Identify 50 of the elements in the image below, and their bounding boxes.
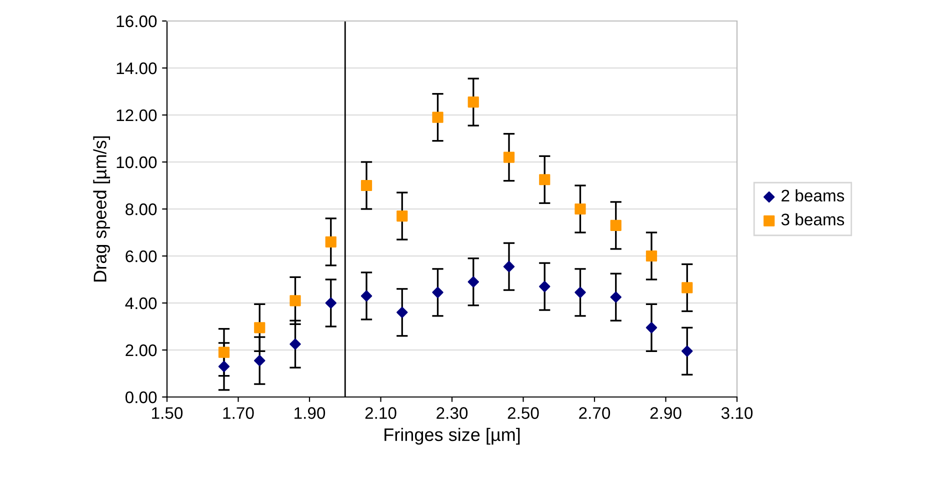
point (503, 260, 515, 272)
point (432, 286, 444, 298)
point (682, 346, 693, 357)
x-tick-label: 2.10 (365, 407, 396, 419)
point (682, 282, 693, 294)
point (325, 236, 336, 248)
point (432, 112, 444, 123)
point (574, 286, 586, 298)
point (254, 354, 266, 366)
point (360, 180, 372, 192)
legend-label: 2 beams (782, 189, 844, 202)
point (218, 360, 230, 372)
x-tick-label: 1.70 (223, 407, 254, 419)
point (218, 346, 230, 358)
point (360, 290, 372, 302)
y-tick-label: 14.00 (116, 62, 157, 74)
point (574, 203, 586, 215)
point (396, 306, 408, 318)
x-tick-label: 2.90 (650, 407, 682, 419)
y-tick-label: 8.00 (126, 203, 157, 216)
x-axis-title: Fringes size [µm] (384, 428, 520, 445)
point (290, 295, 301, 306)
point (468, 276, 479, 288)
point (290, 338, 301, 350)
point (646, 250, 658, 262)
y-axis-title: Drag speed [µm/s] (93, 136, 110, 282)
point (610, 220, 622, 232)
x-tick-label: 2.70 (579, 407, 610, 419)
legend-label: 3 beams (781, 213, 844, 226)
y-tick-label: 10.00 (116, 156, 157, 168)
point (646, 322, 658, 334)
point (610, 292, 622, 303)
point (539, 280, 550, 292)
point (325, 297, 336, 309)
x-tick-label: 2.30 (436, 407, 468, 419)
x-tick-label: 2.50 (508, 407, 539, 419)
point (503, 152, 515, 163)
x-tick-label: 1.90 (294, 407, 326, 419)
point (539, 174, 550, 186)
point (254, 322, 266, 334)
point (468, 96, 479, 108)
y-tick-label: 12.00 (116, 109, 157, 122)
y-tick-label: 0.00 (125, 391, 157, 404)
y-tick-label: 16.00 (116, 15, 157, 28)
y-tick-label: 4.00 (125, 297, 157, 310)
x-tick-label: 1.50 (152, 407, 183, 419)
x-tick-label: 3.10 (721, 407, 753, 419)
y-tick-label: 2.00 (126, 344, 157, 356)
point (396, 210, 408, 222)
y-tick-label: 6.00 (126, 250, 157, 262)
